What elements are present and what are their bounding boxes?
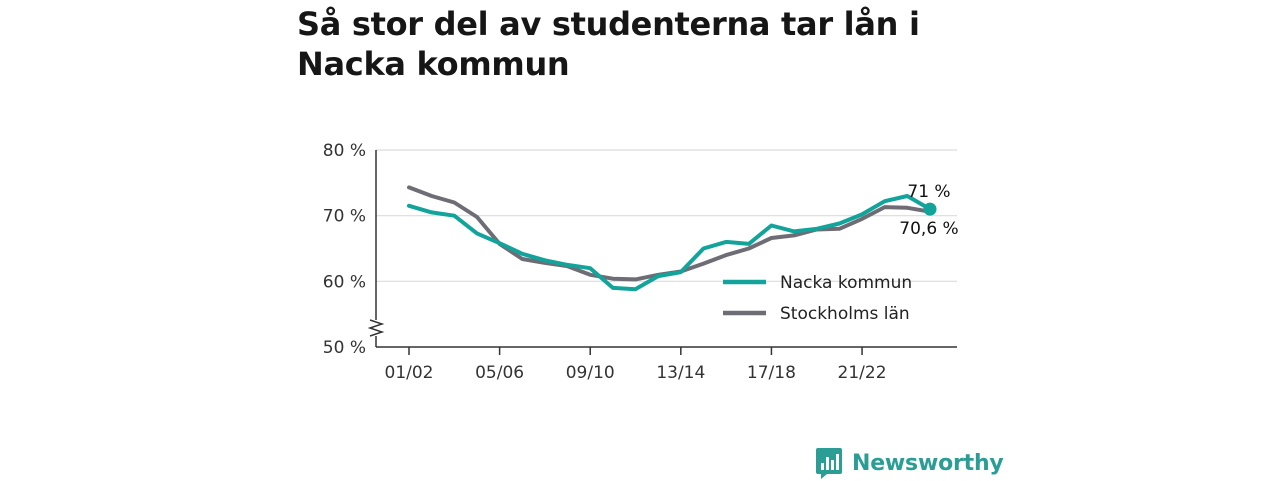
y-tick-label: 60 % <box>323 272 366 292</box>
newsworthy-wordmark: Newsworthy <box>852 450 1004 476</box>
y-tick-label: 80 % <box>323 141 366 161</box>
x-axis-ticks: 01/02 05/06 09/10 13/14 17/18 21/22 <box>385 347 887 383</box>
end-label-nacka: 71 % <box>907 182 950 202</box>
nacka-endpoint-marker <box>923 202 937 216</box>
legend: Nacka kommun Stockholms län <box>723 273 912 324</box>
x-tick-label: 17/18 <box>747 363 796 383</box>
axes <box>367 150 957 348</box>
x-tick-label: 21/22 <box>838 363 887 383</box>
chart-title: Så stor del av studenterna tar lån i Nac… <box>297 5 920 83</box>
series-line-stockholms-lan <box>407 185 932 282</box>
x-tick-label: 13/14 <box>656 363 705 383</box>
y-tick-label: 70 % <box>323 207 366 227</box>
series-lines <box>407 185 937 292</box>
x-tick-label: 01/02 <box>385 363 434 383</box>
y-axis-ticks: 50 % 60 % 70 % 80 % <box>323 141 366 358</box>
newsworthy-logo: Newsworthy <box>815 445 1004 481</box>
x-tick-label: 05/06 <box>475 363 524 383</box>
x-tick-label: 09/10 <box>566 363 615 383</box>
legend-label: Nacka kommun <box>780 273 912 293</box>
y-tick-label: 50 % <box>323 338 366 358</box>
end-labels: 71 % 70,6 % <box>899 182 958 239</box>
series-line-nacka-kommun <box>407 194 932 292</box>
axis-break-icon <box>367 319 385 337</box>
newsworthy-logo-icon <box>816 448 842 479</box>
legend-label: Stockholms län <box>780 304 910 324</box>
end-label-stockholm: 70,6 % <box>899 219 958 239</box>
